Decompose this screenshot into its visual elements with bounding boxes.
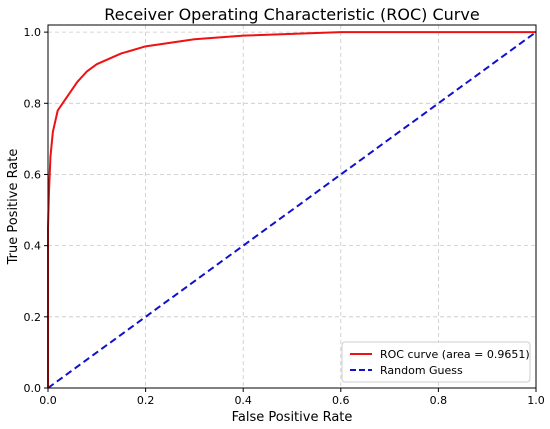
x-axis-label: False Positive Rate bbox=[232, 410, 353, 425]
legend-label-1: Random Guess bbox=[380, 364, 463, 377]
roc-curve-line bbox=[47, 31, 536, 388]
y-axis-label: True Positive Rate bbox=[6, 149, 21, 266]
y-tick-label-5: 1.0 bbox=[24, 26, 42, 39]
x-tick-label-4: 0.8 bbox=[430, 394, 448, 407]
y-tick-label-1: 0.2 bbox=[24, 311, 42, 324]
legend-box bbox=[341, 341, 531, 383]
x-tick-label-0: 0.0 bbox=[39, 394, 57, 407]
axis-ticks: 0.0 0.2 0.4 0.6 0.8 1.0 0.0 0.2 0.4 0.6 0.8 1.0 bbox=[24, 26, 545, 407]
legend-label-0: ROC curve (area = 0.9651) bbox=[380, 348, 530, 361]
y-tick-label-2: 0.4 bbox=[24, 240, 42, 253]
y-tick-label-0: 0.0 bbox=[24, 382, 42, 395]
y-tick-label-3: 0.6 bbox=[24, 168, 42, 181]
plot-frame bbox=[47, 24, 537, 389]
chart-title: Receiver Operating Characteristic (ROC) … bbox=[104, 5, 479, 24]
x-tick-label-5: 1.0 bbox=[527, 394, 545, 407]
x-tick-label-1: 0.2 bbox=[137, 394, 155, 407]
legend: ROC curve (area = 0.9651) Random Guess bbox=[341, 341, 531, 383]
y-tick-label-4: 0.8 bbox=[24, 97, 42, 110]
x-tick-label-2: 0.4 bbox=[234, 394, 252, 407]
x-tick-label-3: 0.6 bbox=[332, 394, 350, 407]
random-guess-line bbox=[47, 31, 537, 389]
series-layer bbox=[47, 31, 537, 389]
